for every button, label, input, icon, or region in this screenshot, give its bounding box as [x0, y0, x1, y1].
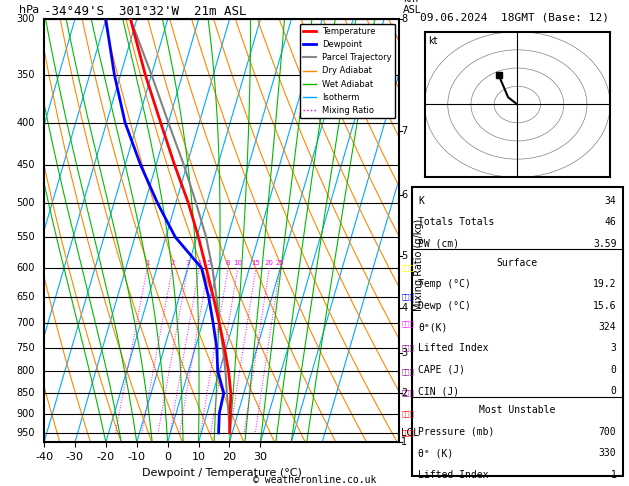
Text: LCL: LCL: [401, 428, 419, 438]
Text: 400: 400: [17, 118, 35, 128]
Text: 550: 550: [16, 232, 35, 242]
Legend: Temperature, Dewpoint, Parcel Trajectory, Dry Adiabat, Wet Adiabat, Isotherm, Mi: Temperature, Dewpoint, Parcel Trajectory…: [300, 24, 395, 118]
Text: 3: 3: [186, 260, 190, 266]
Text: 700: 700: [16, 318, 35, 329]
Text: 4: 4: [401, 303, 408, 312]
Text: 350: 350: [16, 69, 35, 80]
Text: 6: 6: [401, 191, 408, 200]
Text: km
ASL: km ASL: [403, 0, 421, 15]
Text: 900: 900: [17, 409, 35, 418]
Text: 750: 750: [16, 343, 35, 353]
Text: 8: 8: [401, 15, 408, 24]
Text: ⯀⯀⯀: ⯀⯀⯀: [401, 368, 414, 375]
Text: Lifted Index: Lifted Index: [418, 469, 489, 480]
Text: Surface: Surface: [497, 258, 538, 268]
Text: 2: 2: [170, 260, 174, 266]
Text: 650: 650: [16, 292, 35, 302]
Text: Dewp (°C): Dewp (°C): [418, 301, 471, 311]
Text: 850: 850: [16, 388, 35, 398]
Text: 10: 10: [233, 260, 242, 266]
Text: 5: 5: [206, 260, 211, 266]
Text: θᵉ(K): θᵉ(K): [418, 322, 448, 332]
Text: 330: 330: [599, 448, 616, 458]
Text: ⯀⯀⯀: ⯀⯀⯀: [401, 320, 414, 327]
Text: ⯀⯀⯀: ⯀⯀⯀: [401, 265, 414, 271]
Text: kt: kt: [428, 36, 438, 46]
Text: 950: 950: [16, 428, 35, 438]
Text: 46: 46: [604, 217, 616, 227]
Text: Mixing Ratio (g/kg): Mixing Ratio (g/kg): [414, 219, 423, 311]
Text: Most Unstable: Most Unstable: [479, 405, 555, 416]
Text: CAPE (J): CAPE (J): [418, 365, 465, 375]
Text: 3: 3: [611, 344, 616, 353]
Text: 19.2: 19.2: [593, 279, 616, 289]
Text: ⯀⯀⯀: ⯀⯀⯀: [401, 345, 414, 351]
Text: Temp (°C): Temp (°C): [418, 279, 471, 289]
Text: 4: 4: [197, 260, 201, 266]
Text: CIN (J): CIN (J): [418, 386, 459, 396]
Text: 0: 0: [611, 365, 616, 375]
Text: 5: 5: [401, 251, 408, 261]
Text: 09.06.2024  18GMT (Base: 12): 09.06.2024 18GMT (Base: 12): [420, 12, 608, 22]
Text: 34: 34: [604, 196, 616, 206]
Text: 15: 15: [252, 260, 260, 266]
X-axis label: Dewpoint / Temperature (°C): Dewpoint / Temperature (°C): [142, 468, 302, 478]
Text: 1: 1: [611, 469, 616, 480]
Text: Totals Totals: Totals Totals: [418, 217, 494, 227]
Text: 15.6: 15.6: [593, 301, 616, 311]
Text: Pressure (mb): Pressure (mb): [418, 427, 494, 437]
Text: PW (cm): PW (cm): [418, 239, 459, 248]
Text: © weatheronline.co.uk: © weatheronline.co.uk: [253, 475, 376, 485]
Text: ⯀⯀⯀: ⯀⯀⯀: [401, 294, 414, 300]
Text: 600: 600: [17, 263, 35, 273]
Text: hPa: hPa: [19, 5, 40, 15]
Text: 25: 25: [276, 260, 284, 266]
Text: 800: 800: [17, 366, 35, 376]
Text: 8: 8: [226, 260, 230, 266]
Text: ⯀⯀⯀: ⯀⯀⯀: [401, 430, 414, 436]
Text: 7: 7: [401, 126, 408, 137]
Text: 1: 1: [145, 260, 150, 266]
Text: 0: 0: [611, 386, 616, 396]
Text: 2: 2: [401, 388, 408, 398]
Text: 324: 324: [599, 322, 616, 332]
Text: 500: 500: [16, 198, 35, 208]
Text: K: K: [418, 196, 424, 206]
Text: 3.59: 3.59: [593, 239, 616, 248]
Text: ⯀⯀⯀: ⯀⯀⯀: [401, 390, 414, 397]
Text: θᵉ (K): θᵉ (K): [418, 448, 454, 458]
Text: 450: 450: [16, 160, 35, 170]
Text: 3: 3: [401, 348, 408, 358]
Text: -34°49'S  301°32'W  21m ASL: -34°49'S 301°32'W 21m ASL: [44, 5, 247, 18]
Text: 1: 1: [401, 437, 408, 447]
Text: ⯀⯀⯀: ⯀⯀⯀: [401, 410, 414, 417]
Text: 700: 700: [599, 427, 616, 437]
Text: 300: 300: [17, 15, 35, 24]
Text: 20: 20: [265, 260, 274, 266]
Text: Lifted Index: Lifted Index: [418, 344, 489, 353]
